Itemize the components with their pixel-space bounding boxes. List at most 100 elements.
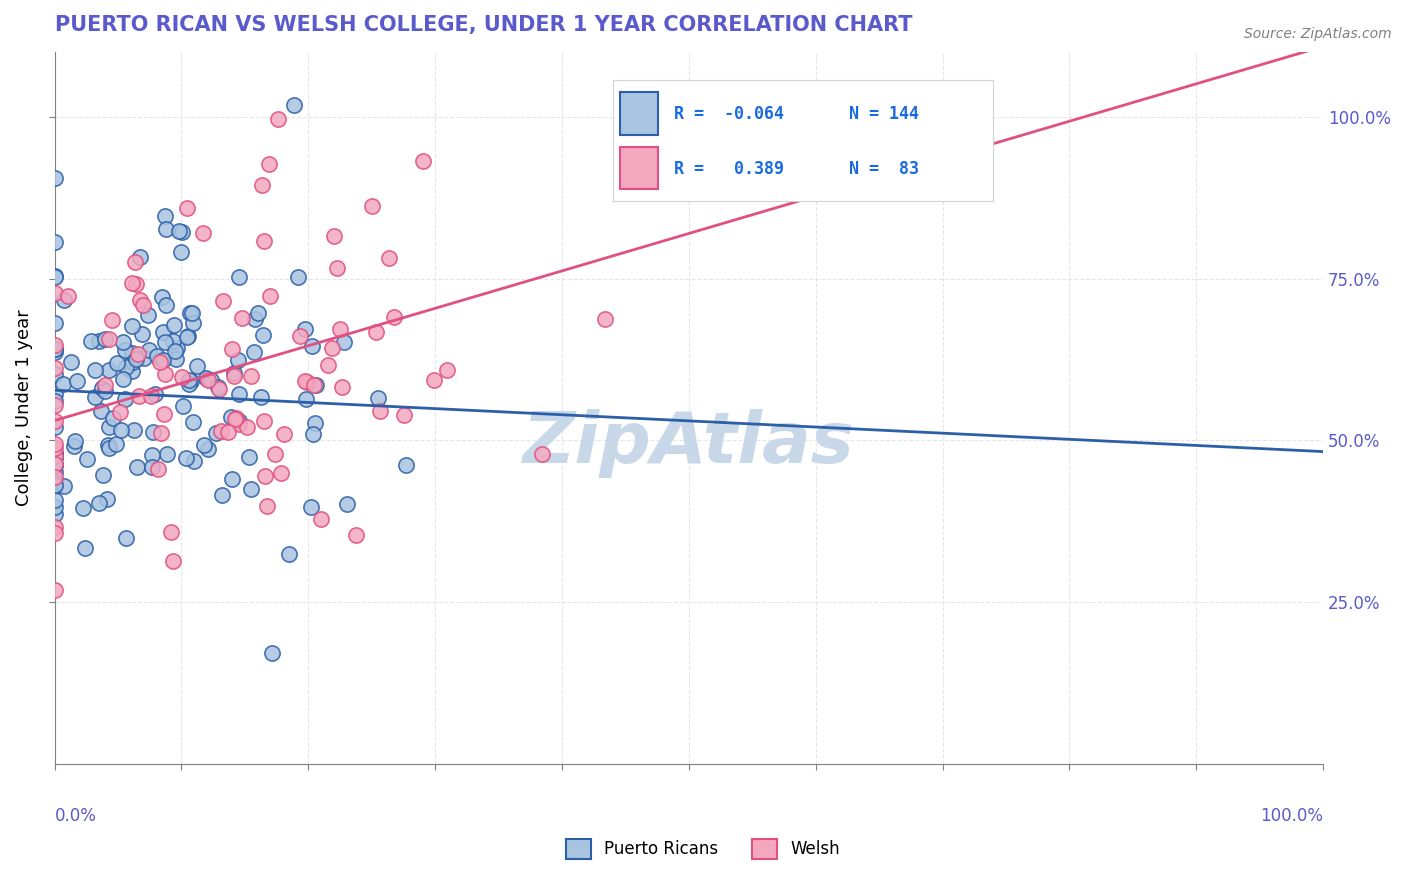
Point [58, 289, 80, 303]
Point [179, 373, 201, 387]
Point [302, 427, 325, 442]
Point [219, 409, 242, 424]
Point [152, 325, 174, 339]
Point [44, 367, 66, 381]
Point [72, 501, 94, 516]
Point [44, 316, 66, 330]
Point [155, 298, 177, 312]
Point [316, 358, 339, 372]
Point [295, 376, 318, 390]
Point [181, 415, 204, 429]
Point [44, 360, 66, 375]
Point [44, 526, 66, 541]
Point [228, 270, 250, 285]
Point [193, 437, 215, 451]
Point [254, 469, 277, 483]
Point [44, 393, 66, 408]
Point [44, 458, 66, 472]
Text: Source: ZipAtlas.com: Source: ZipAtlas.com [1244, 27, 1392, 41]
Point [153, 408, 176, 422]
Point [139, 389, 162, 403]
Point [222, 366, 245, 380]
Point [360, 199, 382, 213]
Point [155, 368, 177, 382]
Point [256, 499, 278, 513]
Point [287, 270, 309, 285]
Point [177, 329, 200, 343]
Point [63, 434, 86, 448]
Point [195, 371, 218, 385]
Point [44, 450, 66, 465]
Point [44, 345, 66, 359]
Point [44, 437, 66, 451]
Point [44, 478, 66, 492]
Point [138, 343, 160, 358]
Point [181, 316, 204, 330]
Point [44, 386, 66, 401]
Point [98, 362, 121, 376]
Point [44, 458, 66, 472]
Point [127, 347, 149, 361]
Point [221, 472, 243, 486]
Point [246, 306, 269, 320]
Point [134, 351, 156, 365]
Point [52, 377, 75, 392]
Point [155, 335, 177, 350]
Point [323, 228, 346, 243]
Point [127, 459, 149, 474]
Point [224, 369, 246, 384]
Point [94, 384, 117, 399]
Point [333, 335, 356, 350]
Point [44, 492, 66, 507]
Point [179, 306, 201, 320]
Point [169, 244, 191, 259]
Point [325, 261, 347, 276]
Point [44, 448, 66, 462]
Point [91, 381, 114, 395]
Point [110, 405, 132, 419]
Point [44, 449, 66, 463]
Point [259, 289, 281, 303]
Point [321, 341, 343, 355]
Point [124, 255, 146, 269]
Point [305, 378, 328, 392]
Point [63, 439, 86, 453]
Point [84, 390, 107, 404]
Point [212, 293, 235, 308]
Point [44, 285, 66, 300]
Point [93, 468, 115, 483]
Point [228, 414, 250, 428]
Point [44, 500, 66, 514]
Point [211, 488, 233, 502]
Point [121, 363, 143, 377]
Point [65, 375, 87, 389]
Point [159, 524, 181, 539]
Point [336, 497, 359, 511]
Point [73, 541, 96, 555]
Point [299, 500, 322, 514]
Point [174, 451, 197, 466]
Point [150, 290, 173, 304]
Point [98, 332, 121, 346]
Point [44, 449, 66, 463]
Point [253, 234, 276, 248]
Point [44, 457, 66, 471]
Point [97, 438, 120, 452]
Point [121, 319, 143, 334]
Point [177, 376, 200, 391]
Point [93, 378, 115, 392]
Point [193, 227, 215, 241]
Point [44, 519, 66, 533]
Point [186, 359, 208, 373]
Point [392, 408, 415, 422]
Point [100, 313, 122, 327]
Point [163, 318, 186, 332]
Point [44, 478, 66, 492]
Point [253, 414, 276, 428]
Point [239, 483, 262, 497]
Point [412, 153, 434, 168]
Point [176, 201, 198, 215]
Point [44, 419, 66, 434]
Point [238, 450, 260, 465]
Point [105, 356, 128, 370]
